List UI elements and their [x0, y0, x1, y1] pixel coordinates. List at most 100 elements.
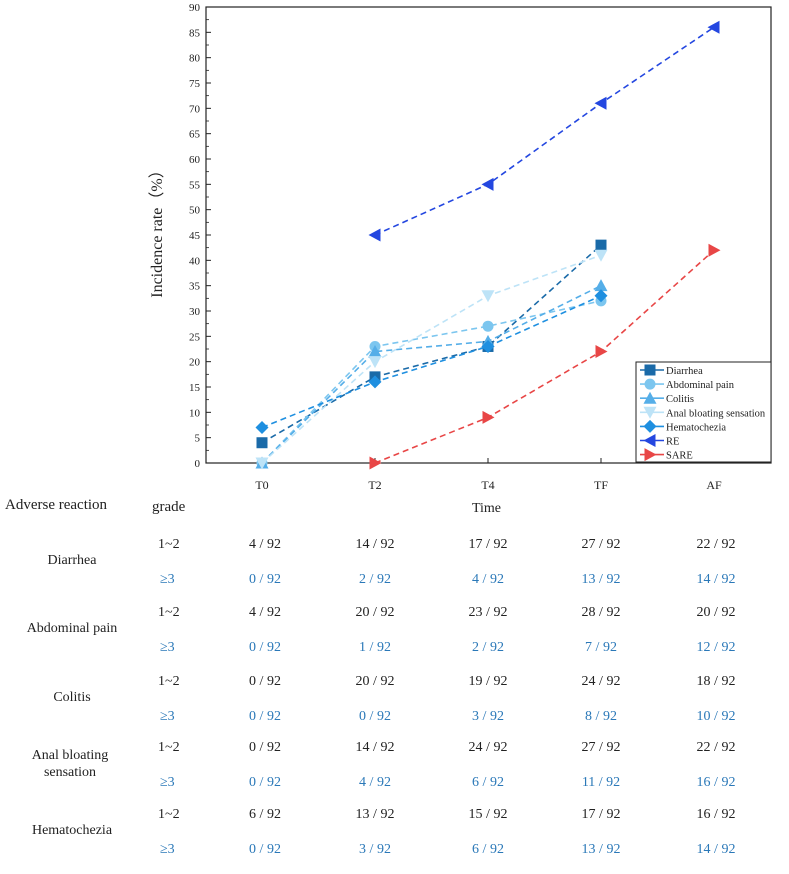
series-line-diarrhea — [261, 244, 602, 444]
y-tick-label: 15 — [189, 382, 201, 394]
grade-label: 1~2 — [158, 807, 180, 822]
table-cell: 6 / 92 — [249, 807, 281, 822]
table-cell: 17 / 92 — [468, 537, 508, 552]
y-axis-title: Incidence rate（%） — [148, 162, 166, 298]
table-cell: 15 / 92 — [468, 807, 508, 822]
legend-marker-sare — [644, 448, 657, 462]
table-cell: 27 / 92 — [581, 740, 621, 755]
y-tick-label: 75 — [189, 78, 201, 90]
y-tick-label: 40 — [189, 255, 201, 267]
y-tick-label: 20 — [189, 357, 201, 369]
table-cell: 6 / 92 — [472, 775, 504, 790]
table-cell: 13 / 92 — [581, 572, 621, 587]
row-label: Diarrhea — [47, 553, 97, 568]
legend-marker-hematochezia — [643, 419, 657, 433]
grade-label: 1~2 — [158, 674, 180, 689]
y-tick-label: 85 — [189, 27, 201, 39]
y-tick-label: 10 — [189, 407, 201, 419]
table-cell: 17 / 92 — [581, 807, 621, 822]
table-cell: 23 / 92 — [468, 605, 508, 620]
data-point-re — [707, 20, 720, 34]
table-cell: 0 / 92 — [359, 709, 391, 724]
data-point-abdominal-pain — [482, 320, 494, 332]
data-point-anal-bloating-sensation — [255, 457, 269, 470]
y-tick-label: 55 — [189, 179, 201, 191]
table-header-reaction: Adverse reaction — [5, 497, 108, 513]
x-tick-label: T4 — [481, 478, 494, 492]
grade-label: ≥3 — [160, 572, 175, 587]
table-cell: 22 / 92 — [696, 740, 736, 755]
data-point-re — [594, 96, 607, 110]
grade-label: ≥3 — [160, 709, 175, 724]
incidence-line-chart: 0 5 10 15 20 25 30 35 40 45 50 55 60 65 70 75 80 85 90 T0 T2… — [148, 2, 772, 516]
table-cell: 14 / 92 — [355, 537, 395, 552]
legend-marker-colitis — [643, 391, 657, 404]
table-cell: 0 / 92 — [249, 572, 281, 587]
grade-label: ≥3 — [160, 640, 175, 655]
y-tick-label: 5 — [195, 433, 201, 445]
table-cell: 14 / 92 — [696, 842, 736, 857]
x-tick-label: TF — [594, 478, 608, 492]
table-cell: 13 / 92 — [355, 807, 395, 822]
table-cell: 28 / 92 — [581, 605, 621, 620]
grade-label: 1~2 — [158, 537, 180, 552]
data-point-diarrhea — [256, 437, 268, 449]
x-tick-label: T2 — [368, 478, 381, 492]
data-point-anal-bloating-sensation — [594, 249, 608, 262]
data-point-sare — [595, 345, 608, 359]
table-cell: 16 / 92 — [696, 807, 736, 822]
table-cell: 24 / 92 — [468, 740, 508, 755]
data-point-diarrhea — [595, 239, 607, 251]
table-cell: 16 / 92 — [696, 775, 736, 790]
table-cell: 2 / 92 — [359, 572, 391, 587]
y-tick-label: 0 — [195, 458, 201, 470]
legend-label-re: RE — [666, 437, 679, 448]
table-cell: 0 / 92 — [249, 775, 281, 790]
table-cell: 18 / 92 — [696, 674, 736, 689]
y-tick-label: 35 — [189, 281, 201, 293]
table-cell: 3 / 92 — [472, 709, 504, 724]
y-tick-label: 80 — [189, 53, 201, 65]
series-line-re — [374, 26, 715, 236]
table-cell: 8 / 92 — [585, 709, 617, 724]
row-label: Hematochezia — [31, 823, 113, 838]
legend-marker-abdominal-pain — [644, 378, 656, 390]
data-point-re — [368, 228, 381, 242]
row-label: Abdominal pain — [26, 621, 118, 636]
y-tick-label: 60 — [189, 154, 201, 166]
table-cell: 0 / 92 — [249, 740, 281, 755]
table-cell: 20 / 92 — [355, 674, 395, 689]
table-cell: 0 / 92 — [249, 640, 281, 655]
series-line-sare — [374, 249, 715, 464]
y-tick-label: 50 — [189, 205, 201, 217]
table-cell: 1 / 92 — [359, 640, 391, 655]
data-point-anal-bloating-sensation — [368, 356, 382, 369]
table-cell: 7 / 92 — [585, 640, 617, 655]
table-cell: 11 / 92 — [581, 775, 621, 790]
series-line-anal-bloating-sensation — [261, 254, 602, 464]
data-point-hematochezia — [481, 339, 495, 353]
table-cell: 0 / 92 — [249, 842, 281, 857]
data-point-hematochezia — [368, 375, 382, 389]
table-cell: 19 / 92 — [468, 674, 508, 689]
table-cell: 20 / 92 — [696, 605, 736, 620]
legend-label-sare: SARE — [666, 451, 693, 462]
legend-marker-re — [643, 434, 656, 447]
data-point-hematochezia — [594, 289, 608, 303]
legend-label-anal-bloating-sensation: Anal bloating sensation — [666, 408, 766, 419]
grade-label: ≥3 — [160, 842, 175, 857]
table-cell: 4 / 92 — [249, 605, 281, 620]
grade-label: ≥3 — [160, 775, 175, 790]
y-tick-label: 65 — [189, 129, 201, 141]
grade-label: 1~2 — [158, 740, 180, 755]
legend-label-diarrhea: Diarrhea — [666, 366, 703, 377]
data-point-colitis — [594, 279, 608, 292]
x-tick-label: T0 — [255, 478, 268, 492]
table-cell: 27 / 92 — [581, 537, 621, 552]
legend-marker-anal-bloating-sensation — [643, 406, 657, 419]
table-cell: 13 / 92 — [581, 842, 621, 857]
table-cell: 20 / 92 — [355, 605, 395, 620]
table-header-grade: grade — [152, 499, 186, 515]
y-tick-label: 30 — [189, 306, 201, 318]
table-cell: 0 / 92 — [249, 674, 281, 689]
